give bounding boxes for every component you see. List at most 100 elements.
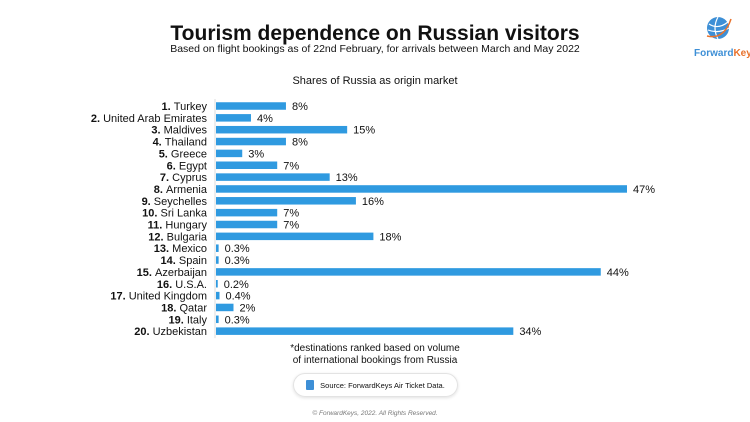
data-label: 0.4% bbox=[225, 291, 250, 303]
source-text: Source: ForwardKeys Air Ticket Data. bbox=[320, 380, 445, 390]
country-label: Thailand bbox=[165, 137, 207, 149]
country-label: Cyprus bbox=[172, 172, 207, 184]
bar bbox=[216, 327, 514, 335]
country-label: Italy bbox=[187, 314, 208, 326]
category-label: 18. Qatar bbox=[161, 302, 207, 314]
copyright: © ForwardKeys, 2022. All Rights Reserved… bbox=[312, 410, 438, 417]
country-label: Greece bbox=[171, 148, 207, 160]
country-label: U.S.A. bbox=[175, 279, 207, 291]
bar bbox=[216, 244, 219, 252]
category-label: 15. Azerbaijan bbox=[137, 267, 207, 279]
category-label: 3. Maldives bbox=[151, 125, 207, 137]
country-label: Uzbekistan bbox=[153, 326, 207, 338]
bar bbox=[216, 208, 278, 217]
rank-label: 7. bbox=[160, 172, 172, 184]
bar bbox=[216, 256, 219, 264]
category-label: 2. United Arab Emirates bbox=[91, 113, 208, 125]
country-label: Azerbaijan bbox=[155, 267, 207, 279]
data-label: 13% bbox=[336, 172, 358, 184]
category-label: 8. Armenia bbox=[154, 184, 208, 196]
bar bbox=[216, 291, 220, 300]
country-label: United Kingdom bbox=[129, 291, 207, 303]
data-label: 3% bbox=[248, 148, 264, 160]
bar bbox=[216, 114, 251, 122]
data-label: 0.3% bbox=[225, 314, 250, 326]
bar bbox=[216, 185, 627, 193]
logo-text: ForwardKeys bbox=[694, 48, 750, 59]
rank-label: 15. bbox=[137, 267, 155, 279]
globe-icon bbox=[706, 16, 732, 40]
category-label: 1. Turkey bbox=[162, 101, 208, 113]
category-label: 11. Hungary bbox=[148, 220, 208, 232]
country-label: Bulgaria bbox=[167, 231, 208, 243]
data-label: 47% bbox=[633, 184, 655, 196]
rank-label: 9. bbox=[142, 196, 154, 208]
rank-label: 5. bbox=[159, 148, 171, 160]
category-label: 12. Bulgaria bbox=[148, 231, 208, 243]
country-label: United Arab Emirates bbox=[103, 113, 207, 125]
bar bbox=[216, 220, 278, 229]
footnote-line-1: *destinations ranked based on volume bbox=[290, 343, 460, 354]
category-label: 4. Thailand bbox=[153, 137, 207, 149]
data-label: 2% bbox=[239, 302, 255, 314]
country-label: Armenia bbox=[166, 184, 208, 196]
rank-label: 11. bbox=[148, 220, 166, 232]
data-label: 0.3% bbox=[225, 255, 250, 267]
country-label: Hungary bbox=[165, 220, 207, 232]
rank-label: 4. bbox=[153, 137, 165, 149]
country-label: Egypt bbox=[179, 160, 207, 172]
country-label: Turkey bbox=[174, 101, 208, 113]
country-label: Qatar bbox=[179, 302, 207, 314]
rank-label: 8. bbox=[154, 184, 166, 196]
rank-label: 2. bbox=[91, 113, 103, 125]
data-label: 15% bbox=[353, 125, 375, 137]
bar bbox=[216, 173, 330, 181]
category-label: 10. Sri Lanka bbox=[142, 208, 208, 220]
category-label: 6. Egypt bbox=[167, 160, 207, 172]
category-label: 14. Spain bbox=[161, 255, 208, 267]
category-label: 9. Seychelles bbox=[142, 196, 208, 208]
country-label: Seychelles bbox=[154, 196, 208, 208]
bar bbox=[216, 280, 218, 288]
rank-label: 12. bbox=[148, 231, 166, 243]
category-label: 19. Italy bbox=[168, 314, 207, 326]
country-label: Spain bbox=[179, 255, 207, 267]
bar bbox=[216, 125, 348, 134]
rank-label: 6. bbox=[167, 160, 179, 172]
category-label: 13. Mexico bbox=[154, 243, 207, 255]
data-label: 7% bbox=[283, 208, 299, 220]
document-icon bbox=[306, 380, 315, 390]
rank-label: 3. bbox=[151, 125, 163, 137]
source-badge: Source: ForwardKeys Air Ticket Data. bbox=[293, 373, 458, 397]
rank-label: 18. bbox=[161, 302, 179, 314]
rank-label: 19. bbox=[168, 314, 186, 326]
rank-label: 14. bbox=[161, 255, 179, 267]
category-label: 17. United Kingdom bbox=[110, 291, 207, 303]
bar bbox=[216, 149, 243, 158]
rank-label: 10. bbox=[142, 208, 160, 220]
category-label: 16. U.S.A. bbox=[157, 279, 207, 291]
rank-label: 17. bbox=[110, 291, 128, 303]
category-label: 20. Uzbekistan bbox=[134, 326, 207, 338]
rank-label: 16. bbox=[157, 279, 175, 291]
bar bbox=[216, 102, 286, 110]
data-label: 8% bbox=[292, 101, 308, 113]
forwardkeys-logo: ForwardKeys bbox=[694, 14, 750, 59]
data-label: 44% bbox=[607, 267, 629, 279]
category-label: 7. Cyprus bbox=[160, 172, 208, 184]
rank-label: 13. bbox=[154, 243, 172, 255]
country-label: Mexico bbox=[172, 243, 207, 255]
bar bbox=[216, 303, 234, 312]
page-title: Tourism dependence on Russian visitors bbox=[170, 22, 580, 45]
data-label: 4% bbox=[257, 113, 273, 125]
data-label: 7% bbox=[283, 160, 299, 172]
bar-chart: 1. Turkey 8% 2. United Arab Emirates 4% 3. M… bbox=[91, 99, 655, 339]
rank-label: 1. bbox=[162, 101, 174, 113]
data-label: 18% bbox=[379, 231, 401, 243]
bar bbox=[216, 197, 356, 205]
data-label: 8% bbox=[292, 137, 308, 149]
category-label: 5. Greece bbox=[159, 148, 207, 160]
bar bbox=[216, 315, 219, 324]
data-label: 34% bbox=[519, 326, 541, 338]
data-label: 0.3% bbox=[225, 243, 250, 255]
